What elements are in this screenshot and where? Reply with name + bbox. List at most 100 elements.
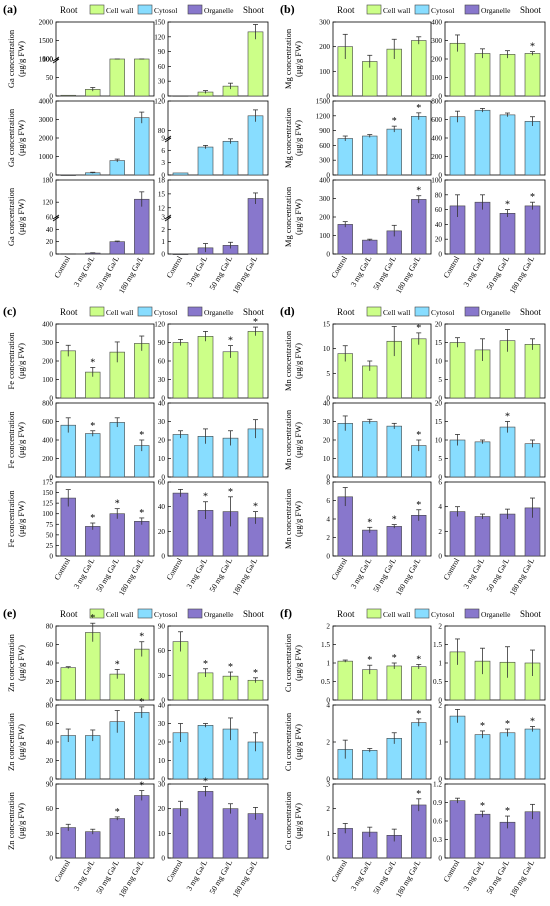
bar <box>134 795 150 859</box>
bar <box>411 666 427 701</box>
significance-star: * <box>139 697 144 708</box>
legend-label: Cytosol <box>431 610 454 619</box>
bar <box>474 201 491 255</box>
legend-label: Cell wall <box>383 610 410 619</box>
y-tick-label: 400 <box>319 177 330 185</box>
bar <box>197 146 214 176</box>
y-axis-unit: (μg/g FW) <box>293 343 303 379</box>
legend-label: Cell wall <box>106 308 133 317</box>
x-tick-label: 180 mg Ga/L <box>117 556 146 597</box>
significance-star: * <box>505 719 510 730</box>
y-tick-label: 125 <box>42 500 53 508</box>
x-tick-label: 3 mg Ga/L <box>185 254 210 288</box>
legend-swatch <box>89 306 105 317</box>
panel-mg: (b) Root Cell wall Cytosol Organelle Shoot010… <box>280 2 546 295</box>
y-tick-label: 3 <box>161 214 165 222</box>
y-tick-label: 0 <box>49 251 53 259</box>
y-tick-label: 30 <box>158 78 166 86</box>
y-tick-label: 0 <box>438 251 442 259</box>
x-tick-label: 50 mg Ga/L <box>485 254 512 291</box>
significance-star: * <box>416 709 421 720</box>
y-tick-label: 6 <box>326 497 330 505</box>
x-tick-label: Control <box>165 858 185 884</box>
bar <box>60 94 76 97</box>
y-tick-label: 0 <box>49 395 53 403</box>
bar <box>337 423 353 478</box>
y-tick-label: 0 <box>49 93 53 101</box>
legend-shoot: Shoot <box>520 609 542 619</box>
y-tick-label: 150 <box>42 489 53 497</box>
y-tick-label: 600 <box>42 418 53 426</box>
y-tick-label: 800 <box>42 400 53 408</box>
y-tick-label: 300 <box>42 339 53 347</box>
y-tick-label: 40 <box>158 702 166 710</box>
axis-break-mark <box>164 214 172 220</box>
legend-label: Cytosol <box>154 610 177 619</box>
y-tick-label: 0 <box>49 697 53 705</box>
bar <box>60 667 76 701</box>
y-axis-unit: (μg/g FW) <box>16 199 26 235</box>
x-tick-label: 3 mg Ga/L <box>185 858 210 892</box>
legend-swatch <box>464 4 480 15</box>
y-axis-unit: (μg/g FW) <box>16 803 26 839</box>
x-tick-label: 180 mg Ga/L <box>117 254 146 295</box>
x-tick-label: Control <box>329 254 349 280</box>
x-tick-label: 3 mg Ga/L <box>72 254 97 288</box>
y-axis-unit: (μg/g FW) <box>293 422 303 458</box>
bar <box>411 115 427 176</box>
significance-star: * <box>253 502 258 513</box>
bar <box>362 421 378 478</box>
y-tick-label: 80 <box>158 127 166 135</box>
y-axis-label: Mg concentration <box>283 186 293 247</box>
y-tick-label: 0 <box>161 474 165 482</box>
y-axis-label: Cu concentration <box>283 712 293 771</box>
y-tick-label: 5 <box>438 455 442 463</box>
legend-swatch <box>137 608 153 619</box>
axis-break-mark <box>164 135 172 141</box>
y-tick-label: 30 <box>158 376 166 384</box>
bar <box>474 813 491 859</box>
y-tick-label: 0 <box>49 855 53 863</box>
y-tick-label: 0 <box>326 395 330 403</box>
y-tick-label: 5 <box>438 376 442 384</box>
y-axis-unit: (μg/g FW) <box>16 724 26 760</box>
legend-swatch <box>89 4 105 15</box>
bar <box>524 344 541 399</box>
significance-star: * <box>367 517 372 528</box>
significance-star: * <box>90 357 95 368</box>
y-tick-label: 0.9 <box>433 799 442 807</box>
bar <box>247 31 264 97</box>
y-tick-label: 10 <box>158 455 166 463</box>
y-tick-label: 0 <box>326 93 330 101</box>
bar <box>85 433 101 478</box>
y-axis-label: Ga concentration <box>6 187 16 246</box>
y-tick-label: 15 <box>435 339 443 347</box>
legend-shoot: Shoot <box>243 609 265 619</box>
panel-label: (a) <box>3 2 17 16</box>
y-axis-unit: (μg/g FW) <box>16 422 26 458</box>
y-tick-label: 100 <box>42 376 53 384</box>
x-tick-label: 180 mg Ga/L <box>394 556 423 597</box>
y-tick-label: 300 <box>319 195 330 203</box>
y-tick-label: 0 <box>161 553 165 561</box>
y-tick-label: 0 <box>326 251 330 259</box>
bar <box>134 198 150 255</box>
y-axis-unit: (μg/g FW) <box>293 645 303 681</box>
legend-label: Organelle <box>481 308 511 317</box>
y-tick-label: 20 <box>435 400 443 408</box>
bar <box>474 109 491 176</box>
bar <box>411 199 427 255</box>
legend-swatch <box>464 608 480 619</box>
y-tick-label: 100 <box>319 68 330 76</box>
bar <box>386 526 402 557</box>
bar <box>247 198 264 255</box>
y-tick-label: 60 <box>158 63 166 71</box>
legend-root: Root <box>337 609 355 619</box>
y-tick-label: 20 <box>435 236 443 244</box>
significance-star: * <box>253 668 258 679</box>
x-tick-label: Control <box>52 556 72 582</box>
x-tick-label: 50 mg Ga/L <box>371 254 398 291</box>
y-tick-label: 60 <box>46 805 54 813</box>
y-tick-label: 400 <box>42 321 53 329</box>
x-tick-label: 180 mg Ga/L <box>231 556 260 597</box>
